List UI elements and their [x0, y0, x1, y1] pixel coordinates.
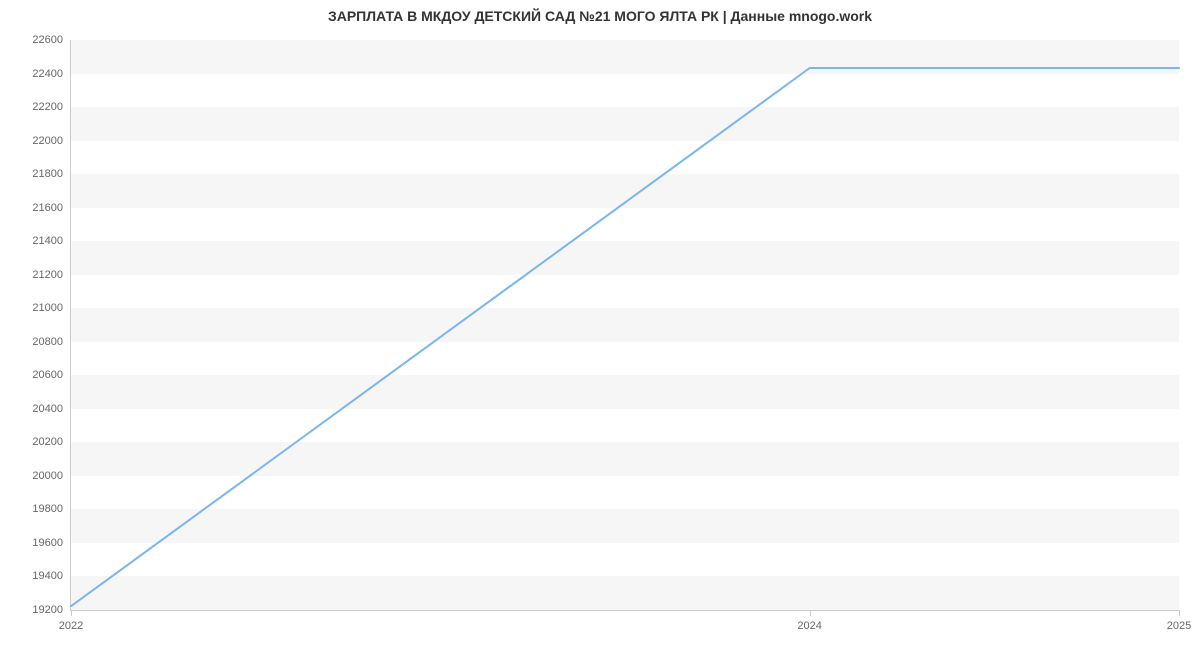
x-tick-label: 2025 — [1167, 620, 1191, 632]
y-tick-label: 19200 — [32, 604, 71, 616]
y-tick-label: 20200 — [32, 436, 71, 448]
y-tick-label: 22600 — [32, 34, 71, 46]
series-line — [71, 68, 1179, 606]
y-tick-label: 22400 — [32, 68, 71, 80]
y-tick-label: 22200 — [32, 101, 71, 113]
y-tick-label: 21000 — [32, 302, 71, 314]
line-layer — [71, 40, 1179, 610]
chart-title: ЗАРПЛАТА В МКДОУ ДЕТСКИЙ САД №21 МОГО ЯЛ… — [0, 8, 1200, 24]
x-tick-mark — [810, 610, 811, 616]
x-tick-label: 2024 — [797, 620, 821, 632]
y-tick-label: 20600 — [32, 369, 71, 381]
y-tick-label: 20000 — [32, 470, 71, 482]
y-tick-label: 21400 — [32, 235, 71, 247]
y-tick-label: 19800 — [32, 503, 71, 515]
salary-chart: ЗАРПЛАТА В МКДОУ ДЕТСКИЙ САД №21 МОГО ЯЛ… — [0, 0, 1200, 650]
x-tick-mark — [1179, 610, 1180, 616]
x-tick-label: 2022 — [59, 620, 83, 632]
y-tick-label: 21800 — [32, 168, 71, 180]
y-tick-label: 22000 — [32, 135, 71, 147]
y-tick-label: 20800 — [32, 336, 71, 348]
y-tick-label: 21200 — [32, 269, 71, 281]
y-tick-label: 20400 — [32, 403, 71, 415]
y-tick-label: 19400 — [32, 570, 71, 582]
plot-area: 1920019400196001980020000202002040020600… — [70, 40, 1179, 611]
y-tick-label: 19600 — [32, 537, 71, 549]
x-tick-mark — [71, 610, 72, 616]
y-tick-label: 21600 — [32, 202, 71, 214]
